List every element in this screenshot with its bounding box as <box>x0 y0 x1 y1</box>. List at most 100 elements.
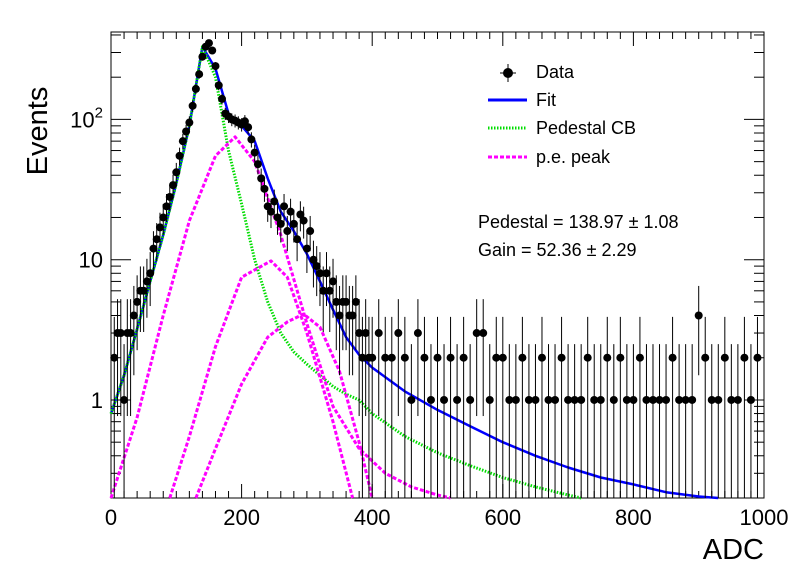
data-point <box>694 311 703 320</box>
data-point <box>289 219 298 228</box>
data-point <box>198 52 207 61</box>
data-point <box>635 353 644 362</box>
y-tick-label: 102 <box>70 104 103 132</box>
data-point <box>466 395 475 404</box>
data-point <box>727 395 736 404</box>
pedestal-annotation: Pedestal = 138.97 ± 1.08 <box>478 212 679 232</box>
data-point <box>518 353 527 362</box>
data-point <box>426 395 435 404</box>
data-point <box>583 353 592 362</box>
data-point <box>603 353 612 362</box>
data-point <box>152 235 161 244</box>
data-point <box>260 184 269 193</box>
data-point <box>139 286 148 295</box>
data-point <box>312 262 321 271</box>
data-point <box>453 395 462 404</box>
data-point <box>590 395 599 404</box>
data-point <box>570 395 579 404</box>
data-point <box>283 227 292 236</box>
data-point <box>498 353 507 362</box>
data-point <box>707 395 716 404</box>
data-point <box>315 269 324 278</box>
data-point <box>544 395 553 404</box>
data-point <box>394 329 403 338</box>
data-point <box>306 227 315 236</box>
data-point <box>551 395 560 404</box>
data-point <box>182 127 191 136</box>
data-point <box>374 329 383 338</box>
data-point <box>596 395 605 404</box>
x-tick-label: 400 <box>354 505 391 530</box>
data-point <box>293 235 302 244</box>
data-point <box>531 395 540 404</box>
data-point <box>668 353 677 362</box>
data-point <box>159 213 168 222</box>
data-points <box>110 39 762 498</box>
data-point <box>720 353 729 362</box>
data-point <box>511 395 520 404</box>
data-point <box>472 329 481 338</box>
data-point <box>733 395 742 404</box>
data-point <box>746 395 755 404</box>
x-tick-label: 1000 <box>740 505 789 530</box>
data-point <box>642 395 651 404</box>
data-point <box>270 197 279 206</box>
data-point <box>446 353 455 362</box>
x-axis-title: ADC <box>703 534 764 566</box>
data-point <box>204 39 213 48</box>
data-point <box>129 311 138 320</box>
data-point <box>753 353 762 362</box>
data-point <box>309 255 318 264</box>
data-point <box>250 148 259 157</box>
data-point <box>577 395 586 404</box>
legend-label-fit: Fit <box>536 90 556 110</box>
data-point <box>240 117 249 126</box>
data-point <box>253 160 262 169</box>
data-point <box>714 395 723 404</box>
x-tick-label: 200 <box>223 505 260 530</box>
data-point <box>387 353 396 362</box>
data-point <box>165 192 174 201</box>
data-point <box>675 395 684 404</box>
data-point <box>169 181 178 190</box>
data-point <box>629 395 638 404</box>
data-point <box>218 94 227 103</box>
data-point <box>358 353 367 362</box>
data-point <box>492 353 501 362</box>
data-point <box>688 395 697 404</box>
data-point <box>701 353 710 362</box>
data-point <box>740 353 749 362</box>
x-tick-label: 0 <box>105 505 117 530</box>
data-point <box>178 137 187 146</box>
data-point <box>322 269 331 278</box>
data-point <box>420 353 429 362</box>
data-point <box>505 395 514 404</box>
data-point <box>299 216 308 225</box>
data-point <box>407 395 416 404</box>
data-point <box>557 353 566 362</box>
data-point <box>191 84 200 93</box>
curve-3rd-p-e-peak <box>194 312 374 499</box>
data-point <box>142 277 151 286</box>
legend-label-data: Data <box>536 62 575 82</box>
data-point <box>172 168 181 177</box>
data-point <box>120 395 129 404</box>
data-point <box>149 244 158 253</box>
data-point <box>211 62 220 71</box>
data-point <box>342 297 351 306</box>
legend-data-marker <box>503 68 513 78</box>
data-point <box>440 395 449 404</box>
data-point <box>276 219 285 228</box>
gain-annotation: Gain = 52.36 ± 2.29 <box>478 240 637 260</box>
data-point <box>195 70 204 79</box>
data-point <box>244 123 253 132</box>
curve-pedestal-cb <box>109 45 582 500</box>
data-point <box>332 297 341 306</box>
data-point <box>413 329 422 338</box>
data-point <box>319 286 328 295</box>
legend: Data Fit Pedestal CB p.e. peak <box>488 62 636 167</box>
data-point <box>351 297 360 306</box>
data-point <box>355 329 364 338</box>
data-point <box>485 395 494 404</box>
